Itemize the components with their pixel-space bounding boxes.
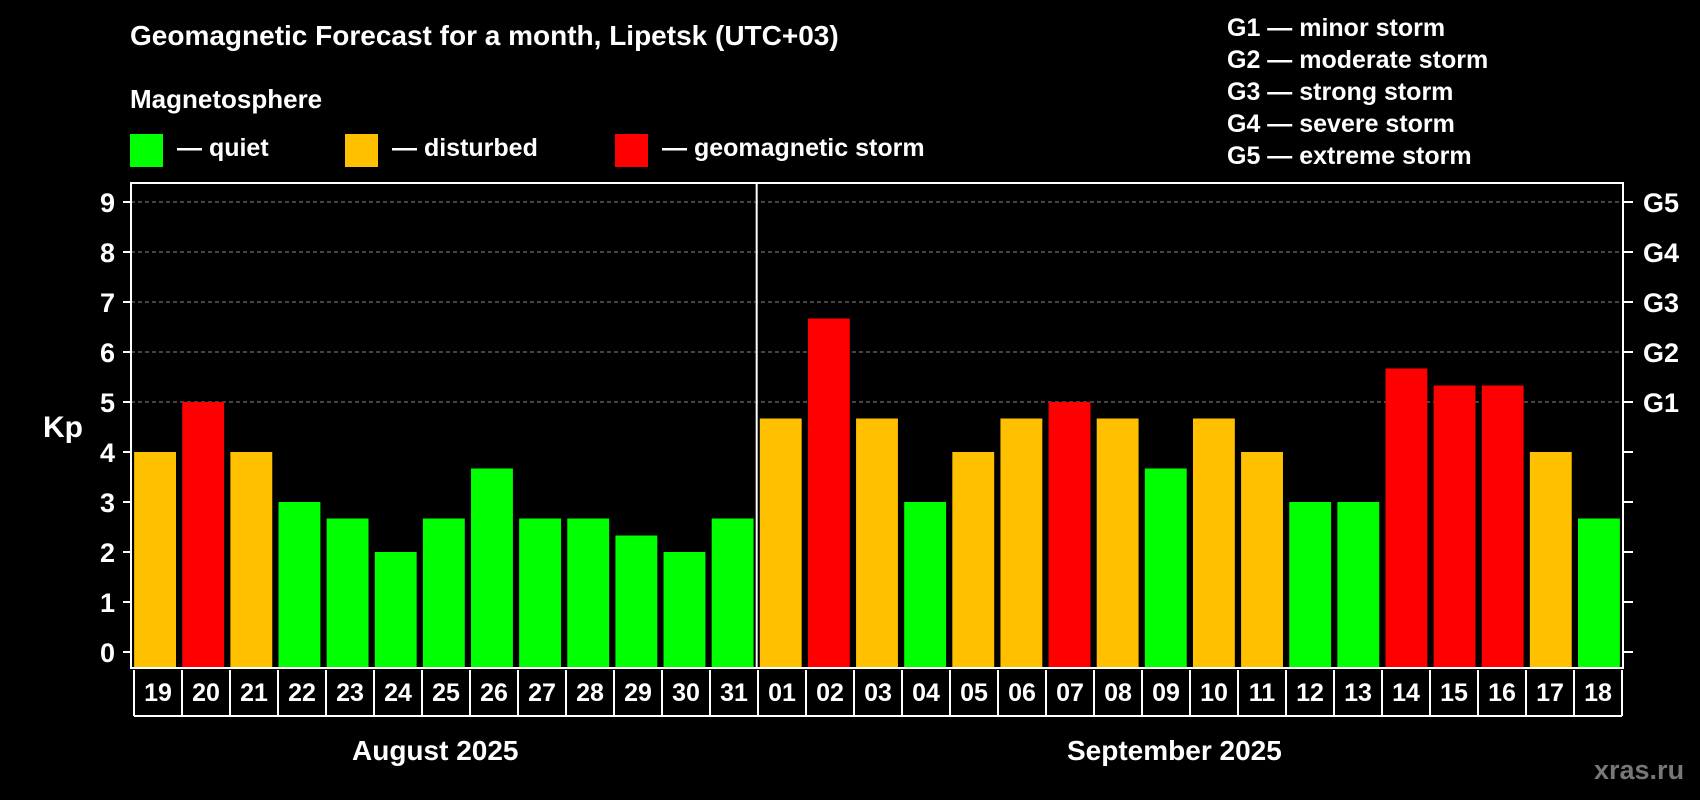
bar (1096, 418, 1139, 668)
bar (278, 502, 321, 668)
bar (1337, 502, 1380, 668)
month-label-august: August 2025 (352, 735, 519, 766)
x-tick-label: 07 (1056, 679, 1084, 707)
right-tick-label: G4 (1643, 238, 1679, 268)
storm-scale-g3: G3 — strong storm (1227, 78, 1454, 106)
x-tick-label: 20 (192, 679, 220, 707)
legend-quiet-label: — quiet (177, 134, 269, 162)
legend-storm-swatch (615, 134, 648, 167)
bar (1289, 502, 1332, 668)
storm-scale-g2: G2 — moderate storm (1227, 46, 1489, 74)
y-tick-label: 0 (100, 638, 115, 668)
x-tick-label: 06 (1008, 679, 1036, 707)
legend-storm-label: — geomagnetic storm (662, 134, 925, 162)
x-tick-label: 08 (1104, 679, 1132, 707)
bar (1529, 452, 1572, 668)
bar (856, 418, 898, 668)
bar (134, 452, 177, 668)
chart-title: Geomagnetic Forecast for a month, Lipets… (130, 20, 839, 51)
plot-frame (130, 182, 1624, 669)
y-tick-label: 1 (100, 588, 115, 618)
bar (1385, 368, 1428, 668)
x-tick-label: 16 (1488, 679, 1516, 707)
bar (1000, 418, 1043, 668)
x-tick-label: 09 (1152, 679, 1180, 707)
y-tick-label: 6 (100, 338, 115, 368)
y-tick-label: 2 (100, 538, 115, 568)
x-tick-label: 05 (960, 679, 988, 707)
x-tick-label: 14 (1392, 679, 1420, 707)
bar (1144, 468, 1187, 668)
month-label-september: September 2025 (1067, 735, 1282, 766)
bar (230, 452, 273, 668)
bar (759, 418, 802, 668)
x-tick-label: 28 (576, 679, 604, 707)
right-tick-label: G2 (1643, 338, 1679, 368)
y-tick-label: 7 (100, 288, 115, 318)
bar (1433, 385, 1476, 668)
bar (471, 468, 513, 668)
x-tick-label: 29 (624, 679, 652, 707)
bar (904, 502, 947, 668)
x-tick-label: 12 (1296, 679, 1324, 707)
x-tick-label: 21 (240, 679, 268, 707)
x-tick-label: 01 (768, 679, 796, 707)
y-tick-label: 9 (100, 188, 115, 218)
bar (711, 518, 754, 668)
watermark: xras.ru (1594, 755, 1685, 785)
x-tick-label: 31 (720, 679, 748, 707)
x-tick-label: 11 (1249, 679, 1276, 707)
x-tick-label: 15 (1440, 679, 1468, 707)
x-tick-label: 02 (816, 679, 844, 707)
y-tick-label: 8 (100, 238, 115, 268)
x-tick-label: 24 (384, 679, 412, 707)
x-tick-label: 19 (144, 679, 172, 707)
y-tick-label: 4 (100, 438, 115, 468)
bar (519, 518, 562, 668)
x-tick-label: 04 (912, 679, 940, 707)
bar (326, 518, 369, 668)
x-tick-label: 18 (1584, 679, 1612, 707)
x-tick-label: 23 (336, 679, 364, 707)
storm-scale-g4: G4 — severe storm (1227, 110, 1455, 138)
bar (1577, 518, 1620, 668)
x-tick-label: 03 (864, 679, 892, 707)
bar (807, 318, 850, 668)
bar (422, 518, 465, 668)
bar (615, 535, 658, 668)
y-axis-label: Kp (43, 411, 83, 444)
bar (567, 518, 610, 668)
bar (663, 552, 706, 668)
bar (952, 452, 995, 668)
x-tick-label: 22 (288, 679, 316, 707)
storm-scale-g1: G1 — minor storm (1227, 14, 1446, 42)
bar (182, 402, 225, 668)
bar (1481, 385, 1524, 668)
legend-disturbed-label: — disturbed (392, 134, 538, 162)
x-tick-label: 17 (1536, 679, 1564, 707)
x-tick-label: 26 (480, 679, 508, 707)
x-tick-label: 27 (528, 679, 556, 707)
x-tick-label: 25 (432, 679, 460, 707)
y-tick-label: 3 (100, 488, 115, 518)
y-tick-label: 5 (100, 388, 115, 418)
magnetosphere-label: Magnetosphere (130, 84, 323, 114)
legend-quiet-swatch (130, 134, 163, 167)
bar (1241, 452, 1283, 668)
bar (1048, 402, 1091, 668)
right-tick-label: G1 (1643, 388, 1679, 418)
x-tick-label: 13 (1344, 679, 1372, 707)
right-tick-label: G3 (1643, 288, 1679, 318)
x-tick-label: 10 (1200, 679, 1228, 707)
legend-disturbed-swatch (345, 134, 378, 167)
bar (1192, 418, 1235, 668)
storm-scale-g5: G5 — extreme storm (1227, 142, 1472, 170)
x-tick-label: 30 (672, 679, 700, 707)
right-tick-label: G5 (1643, 188, 1679, 218)
bar (374, 552, 417, 668)
